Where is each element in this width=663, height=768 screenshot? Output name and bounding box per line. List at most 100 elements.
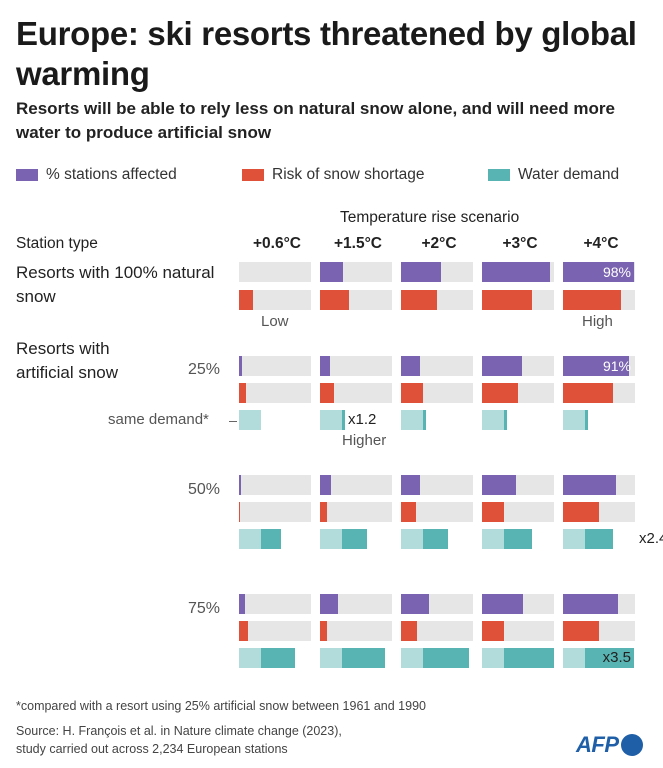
artificial-75pct-risk-track-0 <box>239 621 311 641</box>
artificial-75pct-water-base-3 <box>482 648 504 668</box>
artificial-50pct-risk-track-1 <box>320 502 392 522</box>
artificial-75pct-stations-track-0 <box>239 594 311 614</box>
artificial-50pct-water-base-0 <box>239 529 261 549</box>
artificial-25pct-water-base-3 <box>482 410 504 430</box>
legend-water: Water demand <box>488 165 619 185</box>
artificial-50pct-water-extra-0 <box>260 529 281 549</box>
artificial-25pct-water-box-2 <box>401 410 473 430</box>
artificial-75pct-water-extra-0 <box>260 648 296 668</box>
artificial-25pct-stations-value-label: 91% <box>602 358 631 374</box>
natural-stations-bar-3 <box>482 262 551 282</box>
artificial-75pct-risk-track-1 <box>320 621 392 641</box>
artificial-25pct-water-box-0 <box>239 410 311 430</box>
artificial-25pct-risk-track-2 <box>401 383 473 403</box>
artificial-25pct-water-base-2 <box>401 410 423 430</box>
col-label-4: +4°C <box>583 235 619 252</box>
legend-water-label: Water demand <box>518 166 620 183</box>
artificial-75pct-water-box-4: x3.5 <box>563 648 635 668</box>
legend-water-swatch <box>488 169 510 181</box>
artificial-50pct-stations-bar-0 <box>239 475 242 495</box>
artificial-25pct-risk-bar-3 <box>482 383 518 403</box>
artificial-50pct-water-box-1 <box>320 529 392 549</box>
legend-risk-swatch <box>242 169 264 181</box>
artificial-50pct-water-value-label: x2.4 <box>639 530 663 547</box>
natural-stations-value-label: 98% <box>602 264 631 280</box>
natural-risk-track-2 <box>401 290 473 310</box>
axis-title: Temperature rise scenario <box>340 209 520 226</box>
artificial-25pct-risk-track-1 <box>320 383 392 403</box>
artificial-75pct-water-box-1 <box>320 648 392 668</box>
artificial-25pct-water-extra-3 <box>503 410 508 430</box>
artificial-25pct-water-box-3 <box>482 410 554 430</box>
natural-risk-track-4 <box>563 290 635 310</box>
artificial-50pct-water-box-0 <box>239 529 311 549</box>
natural-stations-track-1 <box>320 262 392 282</box>
artificial-50pct-water-base-4 <box>563 529 585 549</box>
artificial-50pct-stations-track-1 <box>320 475 392 495</box>
artificial-75pct-water-extra-1 <box>341 648 385 668</box>
artificial-75pct-risk-bar-4 <box>563 621 599 641</box>
artificial-group-label: Resorts with artificial snow <box>16 339 119 382</box>
footnote: *compared with a resort using 25% artifi… <box>16 699 426 713</box>
artificial-25pct-stations-bar-4 <box>563 356 629 376</box>
artificial-25pct-risk-track-0 <box>239 383 311 403</box>
artificial-50pct-stations-track-2 <box>401 475 473 495</box>
artificial-50pct-risk-track-0 <box>239 502 311 522</box>
artificial-75pct-stations-track-1 <box>320 594 392 614</box>
artificial-50pct-stations-bar-3 <box>482 475 516 495</box>
artificial-75pct-stations-track-3 <box>482 594 554 614</box>
artificial-25pct-stations-bar-1 <box>320 356 331 376</box>
artificial-25pct-risk-bar-1 <box>320 383 335 403</box>
natural-risk-bar-4 <box>563 290 621 310</box>
legend-risk-label: Risk of snow shortage <box>272 166 425 183</box>
artificial-75pct-water-box-0 <box>239 648 311 668</box>
artificial-75pct-risk-bar-0 <box>239 621 248 641</box>
artificial-50pct-water-base-1 <box>320 529 342 549</box>
natural-stations-track-3 <box>482 262 554 282</box>
artificial-50pct-water-base-2 <box>401 529 423 549</box>
artificial-50pct-water-extra-3 <box>503 529 533 549</box>
subtitle: Resorts will be able to rely less on nat… <box>16 99 615 142</box>
col-label-0: +0.6°C <box>253 235 301 252</box>
source-line-2: study carried out across 2,234 European … <box>16 742 288 756</box>
reference-label: same demand* <box>108 411 209 428</box>
natural-risk-bar-2 <box>401 290 437 310</box>
col-label-2: +2°C <box>421 235 457 252</box>
artificial-50pct-stations-track-4 <box>563 475 635 495</box>
artificial-50pct-risk-bar-2 <box>401 502 417 522</box>
artificial-75pct-water-base-4 <box>563 648 585 668</box>
artificial-50pct-risk-track-4 <box>563 502 635 522</box>
artificial-50pct-water-box-3 <box>482 529 554 549</box>
artificial-75pct-water-box-2 <box>401 648 473 668</box>
share-label-50: 50% <box>187 481 220 498</box>
artificial-25pct-stations-bar-2 <box>401 356 420 376</box>
artificial-25pct-risk-track-4 <box>563 383 635 403</box>
source-line-1: Source: H. François et al. in Nature cli… <box>16 724 342 738</box>
share-label-75: 75% <box>187 600 220 617</box>
afp-logo: AFP <box>576 732 643 758</box>
legend-stations: % stations affected <box>16 165 177 185</box>
artificial-50pct-stations-bar-4 <box>563 475 616 495</box>
natural-stations-bar-4 <box>563 262 634 282</box>
natural-risk-bar-3 <box>482 290 533 310</box>
natural-stations-track-4: 98% <box>563 262 635 282</box>
artificial-50pct-stations-bar-1 <box>320 475 331 495</box>
artificial-50pct-risk-track-3 <box>482 502 554 522</box>
artificial-75pct-risk-track-4 <box>563 621 635 641</box>
artificial-75pct-stations-track-4 <box>563 594 635 614</box>
artificial-75pct-risk-bar-3 <box>482 621 504 641</box>
natural-risk-bar-1 <box>320 290 349 310</box>
artificial-75pct-water-base-2 <box>401 648 423 668</box>
natural-group-label: Resorts with 100% natural snow <box>16 263 215 306</box>
artificial-25pct-stations-bar-0 <box>239 356 242 376</box>
artificial-50pct-stations-bar-2 <box>401 475 421 495</box>
artificial-25pct-water-base-1 <box>320 410 342 430</box>
artificial-50pct-water-extra-2 <box>422 529 448 549</box>
artificial-25pct-water-box-1 <box>320 410 392 430</box>
artificial-25pct-stations-track-3 <box>482 356 554 376</box>
artificial-75pct-risk-track-3 <box>482 621 554 641</box>
station-type-label: Station type <box>16 235 98 252</box>
artificial-75pct-stations-bar-1 <box>320 594 338 614</box>
natural-risk-track-1 <box>320 290 392 310</box>
